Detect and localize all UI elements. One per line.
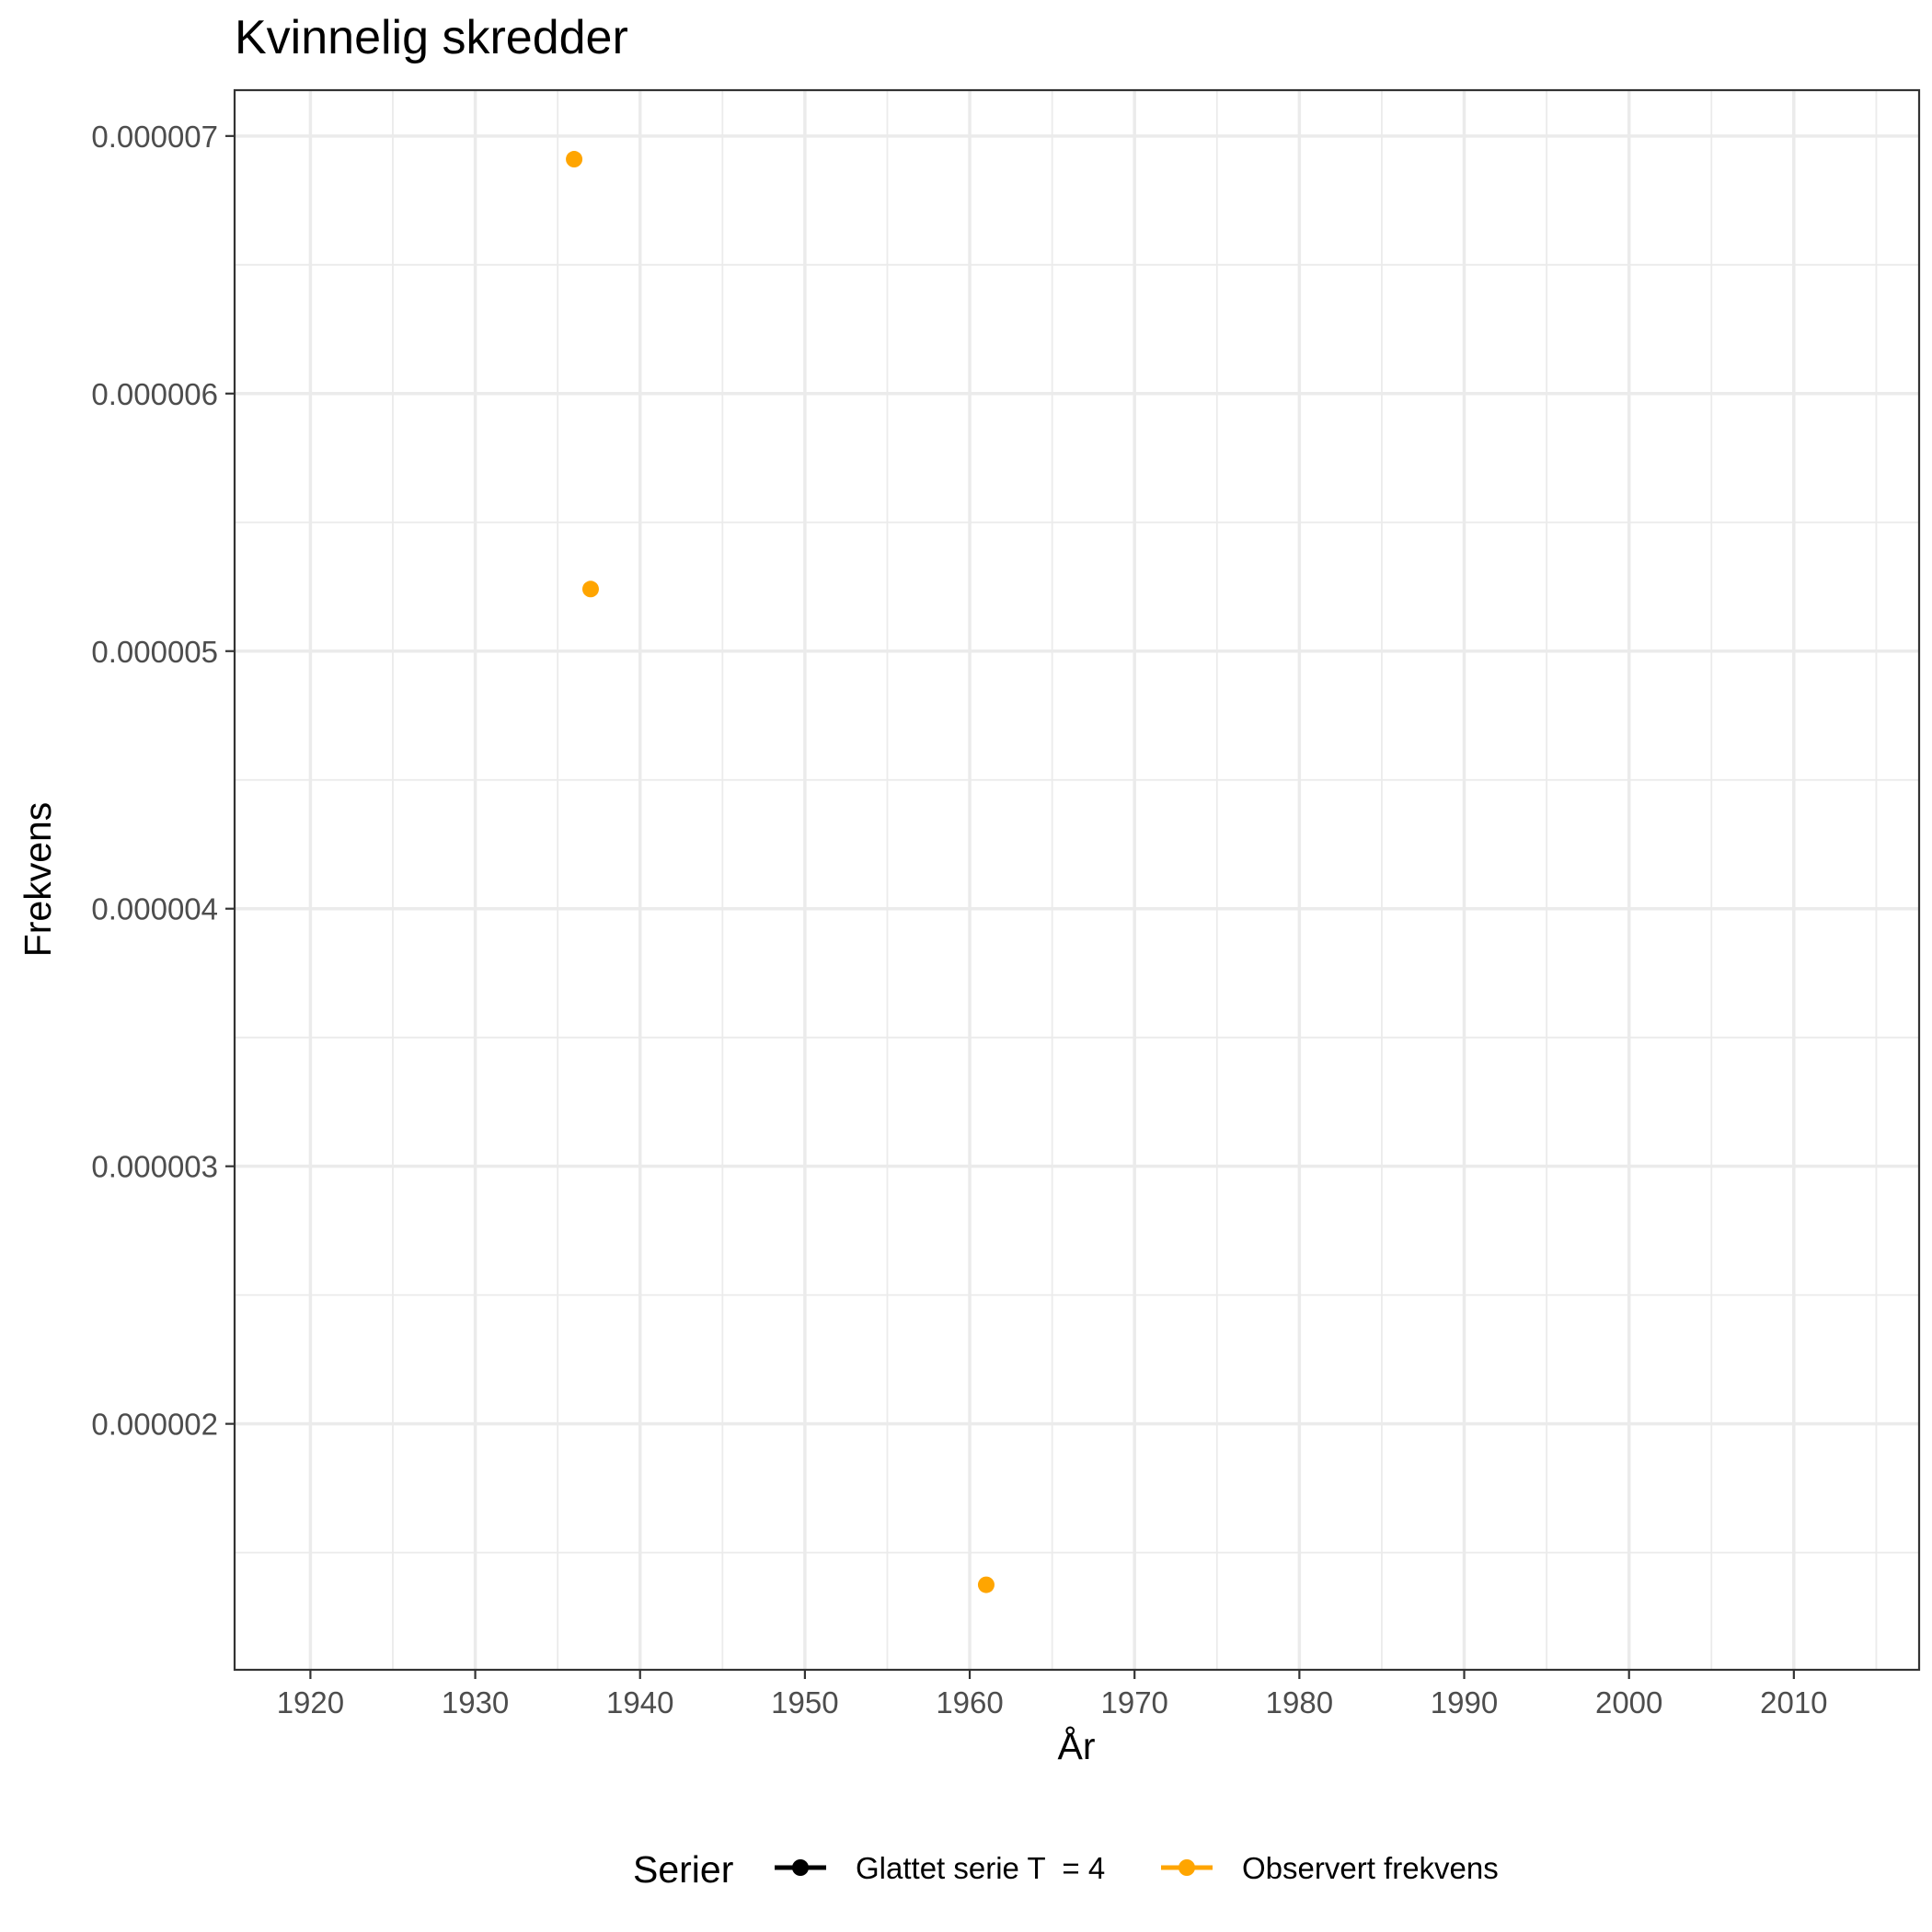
- y-axis-title: Frekvens: [17, 802, 59, 958]
- x-axis: 1920 1930 1940 1950 1960 1970 1980 1990 2000 2010: [277, 1670, 1828, 1719]
- data-points: [566, 151, 995, 1593]
- legend-item-smoothed: Glattet serie T = 4: [775, 1851, 1105, 1885]
- x-tick-label: 1950: [771, 1685, 838, 1719]
- y-tick-label: 0.000005: [91, 635, 218, 669]
- legend: Serier Glattet serie T = 4 Observert fre…: [633, 1848, 1499, 1891]
- data-point-series-1: [566, 151, 583, 168]
- x-tick-label: 2010: [1760, 1685, 1827, 1719]
- chart-title: Kvinnelig skredder: [235, 11, 628, 64]
- legend-label-smoothed: Glattet serie T = 4: [856, 1851, 1105, 1885]
- legend-key-point-observed: [1179, 1859, 1195, 1876]
- y-tick-label: 0.000003: [91, 1150, 218, 1184]
- y-tick-label: 0.000004: [91, 892, 218, 926]
- x-tick-label: 2000: [1595, 1685, 1662, 1719]
- legend-title: Serier: [633, 1848, 733, 1891]
- x-tick-label: 1960: [936, 1685, 1003, 1719]
- legend-key-point-smoothed: [792, 1859, 809, 1876]
- x-tick-label: 1990: [1431, 1685, 1498, 1719]
- x-tick-label: 1980: [1266, 1685, 1333, 1719]
- x-tick-label: 1930: [442, 1685, 509, 1719]
- data-point-series-1: [581, 581, 599, 598]
- plot-panel: [233, 88, 1921, 1672]
- x-tick-label: 1970: [1100, 1685, 1167, 1719]
- legend-item-observed: Observert frekvens: [1161, 1851, 1499, 1885]
- x-tick-label: 1940: [606, 1685, 673, 1719]
- x-axis-title: År: [1058, 1725, 1096, 1767]
- y-tick-label: 0.000007: [91, 120, 218, 154]
- x-tick-label: 1920: [277, 1685, 344, 1719]
- y-tick-label: 0.000006: [91, 377, 218, 411]
- y-tick-label: 0.000002: [91, 1408, 218, 1442]
- y-axis: 0.000002 0.000003 0.000004 0.000005 0.000006…: [91, 120, 235, 1442]
- data-point-series-1: [977, 1576, 995, 1593]
- grid: [235, 90, 1919, 1670]
- legend-label-observed: Observert frekvens: [1242, 1851, 1499, 1885]
